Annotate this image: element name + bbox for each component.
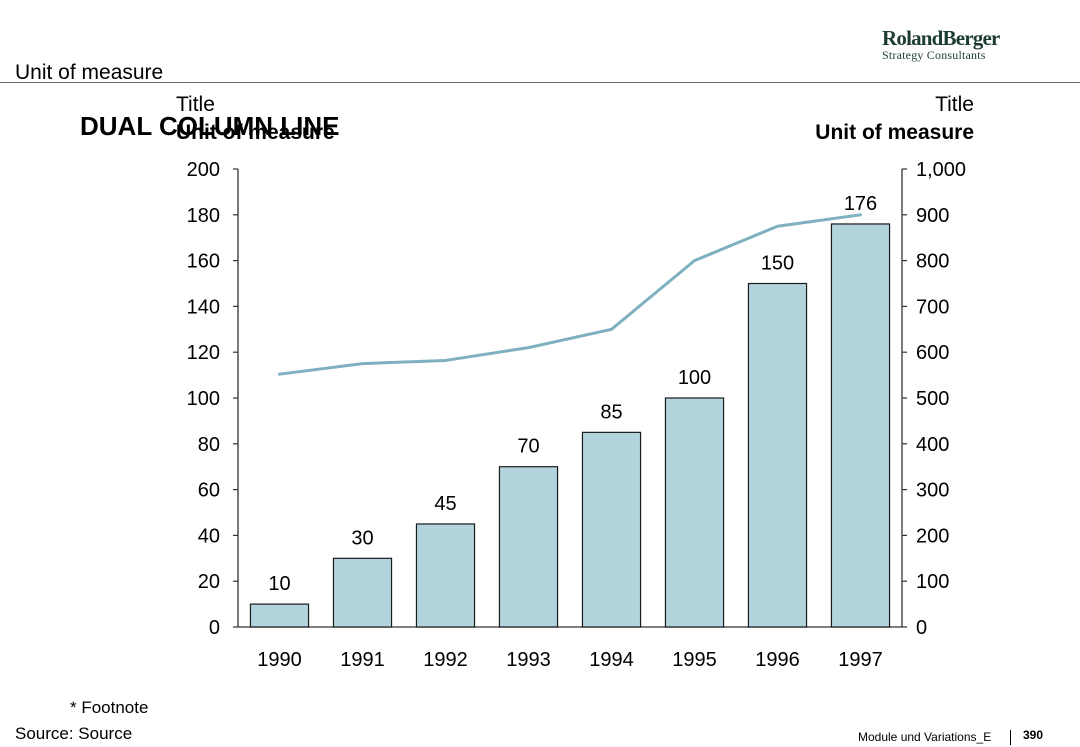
bar [249,603,310,628]
bar [415,523,476,628]
bar [747,282,808,628]
page-separator [1010,730,1011,745]
x-tick-label: 1996 [755,649,800,671]
left-tick-label: 140 [187,296,220,318]
left-tick-label: 40 [198,525,220,547]
bar-data-label: 176 [844,193,877,215]
bar-data-label: 10 [268,573,290,595]
left-tick-label: 100 [187,388,220,410]
right-tick-label: 500 [916,388,949,410]
left-tick-label: 120 [187,342,220,364]
roland-berger-logo: RolandBerger Strategy Consultants [882,27,1012,62]
right-tick-label: 0 [916,617,927,639]
right-tick-label: 900 [916,205,949,227]
bar [830,223,891,628]
brand-tagline: Strategy Consultants [882,48,986,62]
x-tick-label: 1990 [257,649,302,671]
header-divider [0,82,1080,83]
x-tick-label: 1994 [589,649,634,671]
bar-data-label: 85 [600,401,622,423]
bar [332,557,393,628]
left-tick-label: 60 [198,480,220,502]
header-unit-label: Unit of measure [15,61,164,84]
bar [664,397,725,628]
brand-name: RolandBerger [882,26,1000,50]
left-axis-unit: Unit of measure [176,121,335,144]
page-number: 390 [1023,728,1044,742]
bar-data-label: 30 [351,527,373,549]
bar-data-label: 100 [678,367,711,389]
x-tick-label: 1995 [672,649,717,671]
left-tick-label: 200 [187,159,220,181]
left-tick-label: 80 [198,434,220,456]
footnote: * Footnote [70,698,149,717]
right-tick-label: 300 [916,480,949,502]
right-tick-label: 800 [916,251,949,273]
left-tick-label: 160 [187,251,220,273]
bar [498,466,559,628]
x-tick-label: 1993 [506,649,551,671]
bar-data-label: 70 [517,436,539,458]
right-axis-title: Title [935,93,974,116]
x-tick-label: 1991 [340,649,385,671]
bar [581,431,642,628]
right-tick-label: 200 [916,525,949,547]
right-tick-label: 700 [916,296,949,318]
right-tick-label: 600 [916,342,949,364]
right-tick-label: 1,000 [916,159,966,181]
left-axis-title: Title [176,93,215,116]
x-tick-label: 1997 [838,649,883,671]
x-tick-label: 1992 [423,649,468,671]
right-tick-label: 400 [916,434,949,456]
left-tick-label: 20 [198,571,220,593]
right-axis-unit: Unit of measure [815,121,974,144]
line-series [278,213,862,376]
bar-data-label: 45 [434,493,456,515]
left-tick-label: 0 [209,617,220,639]
source-note: Source: Source [15,724,133,743]
right-tick-label: 100 [916,571,949,593]
chart-heading: DUAL COLUMN LINE [80,111,340,141]
left-tick-label: 180 [187,205,220,227]
module-label: Module und Variations_E [858,730,992,744]
bar-data-label: 150 [761,253,794,275]
